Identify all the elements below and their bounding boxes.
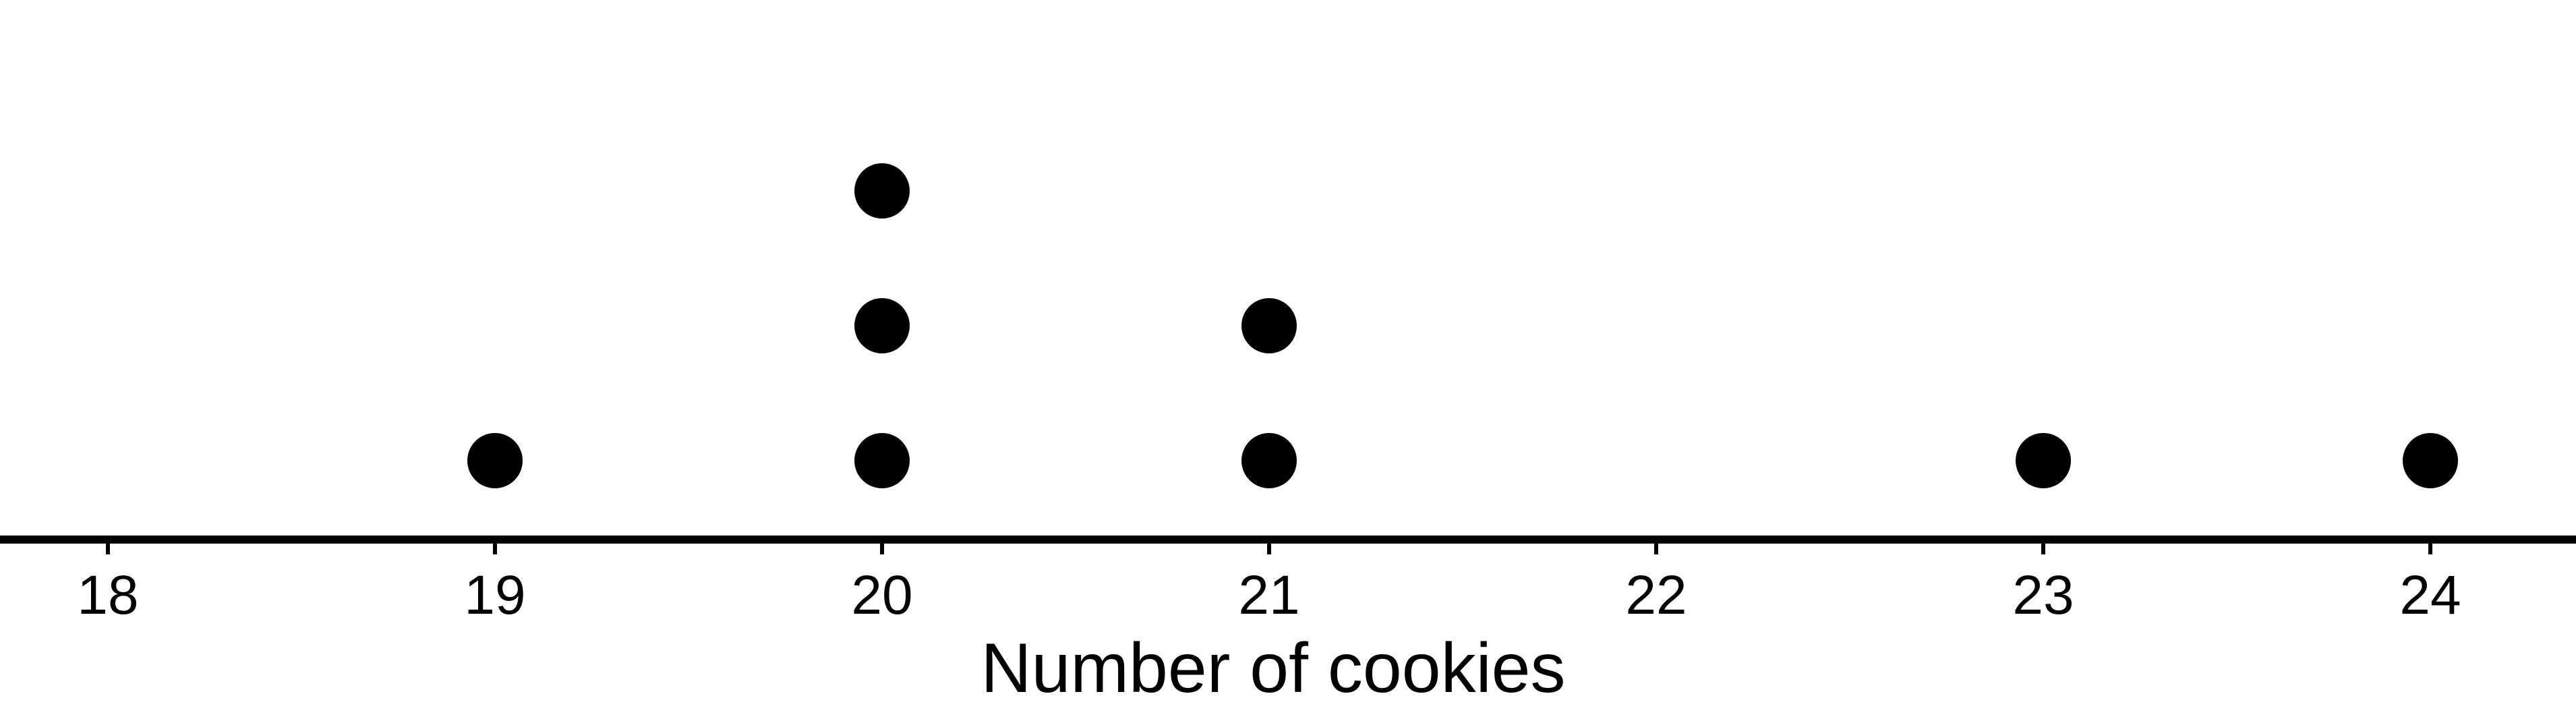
dot-21-1 xyxy=(1241,433,1297,488)
dot-21-2 xyxy=(1241,298,1297,353)
dot-23-1 xyxy=(2016,433,2071,488)
dot-20-2 xyxy=(854,298,910,353)
dot-19-1 xyxy=(467,433,523,488)
x-tick-label-22: 22 xyxy=(1625,565,1687,626)
dot-24-1 xyxy=(2403,433,2458,488)
x-tick-label-19: 19 xyxy=(464,565,525,626)
x-tick-label-18: 18 xyxy=(77,565,138,626)
x-axis-ticks xyxy=(106,540,2432,554)
x-tick-label-20: 20 xyxy=(851,565,912,626)
x-tick-label-21: 21 xyxy=(1238,565,1299,626)
data-dots xyxy=(467,163,2458,488)
x-axis-tick-labels: 18 19 20 21 22 23 24 xyxy=(77,565,2461,626)
x-tick-label-24: 24 xyxy=(2399,565,2461,626)
x-tick-label-23: 23 xyxy=(2012,565,2074,626)
dot-20-1 xyxy=(854,433,910,488)
dot-20-3 xyxy=(854,163,910,219)
x-axis-title: Number of cookies xyxy=(980,629,1565,707)
